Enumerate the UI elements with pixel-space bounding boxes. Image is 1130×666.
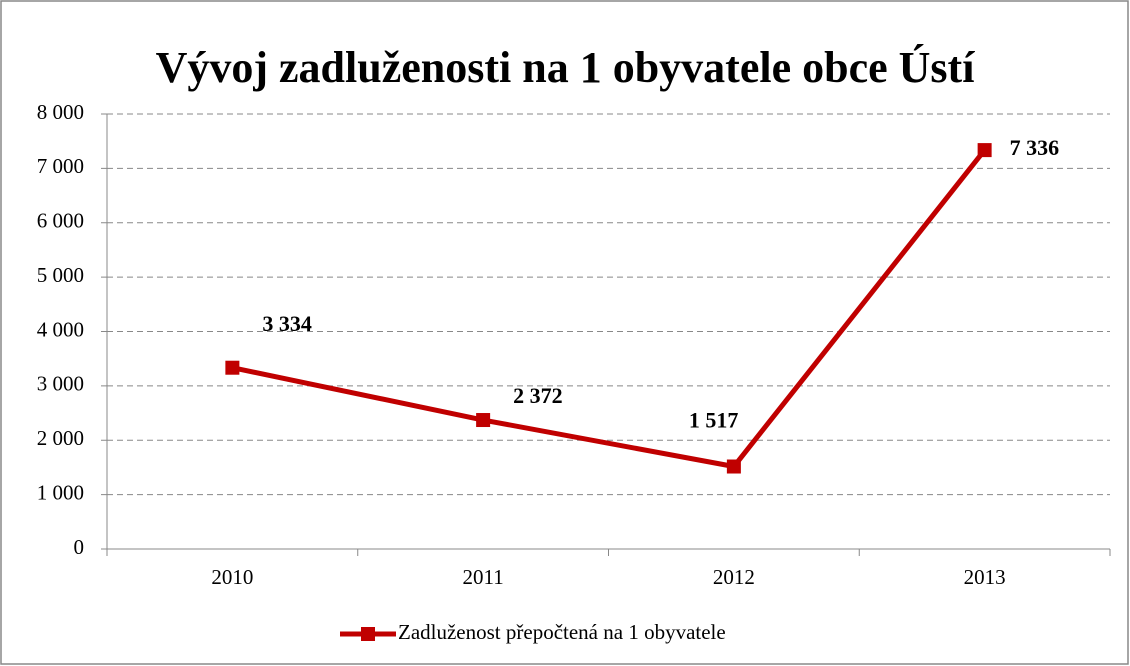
- x-tick-label: 2010: [211, 565, 253, 589]
- data-label: 3 334: [262, 311, 312, 336]
- chart-title: Vývoj zadluženosti na 1 obyvatele obce Ú…: [156, 43, 976, 92]
- y-tick-label: 3 000: [37, 372, 84, 396]
- y-tick-label: 8 000: [37, 100, 84, 124]
- y-tick-label: 4 000: [37, 317, 84, 341]
- data-label: 7 336: [1010, 135, 1060, 160]
- x-tick-label: 2011: [463, 565, 504, 589]
- y-tick-label: 7 000: [37, 154, 84, 178]
- data-point: [977, 143, 992, 158]
- data-point: [225, 360, 240, 375]
- y-tick-label: 0: [74, 535, 85, 559]
- data-point: [726, 459, 741, 474]
- y-tick-label: 5 000: [37, 263, 84, 287]
- data-point: [476, 413, 491, 428]
- series-line: [231, 148, 987, 470]
- x-tick-label: 2013: [964, 565, 1006, 589]
- y-tick-label: 2 000: [37, 426, 84, 450]
- y-tick-label: 1 000: [37, 480, 84, 504]
- legend-label: Zadluženost přepočtená na 1 obyvatele: [398, 620, 726, 644]
- data-label: 2 372: [513, 383, 563, 408]
- y-tick-label: 6 000: [37, 209, 84, 233]
- data-label: 1 517: [689, 408, 739, 433]
- legend-marker: [361, 627, 375, 641]
- x-tick-label: 2012: [713, 565, 755, 589]
